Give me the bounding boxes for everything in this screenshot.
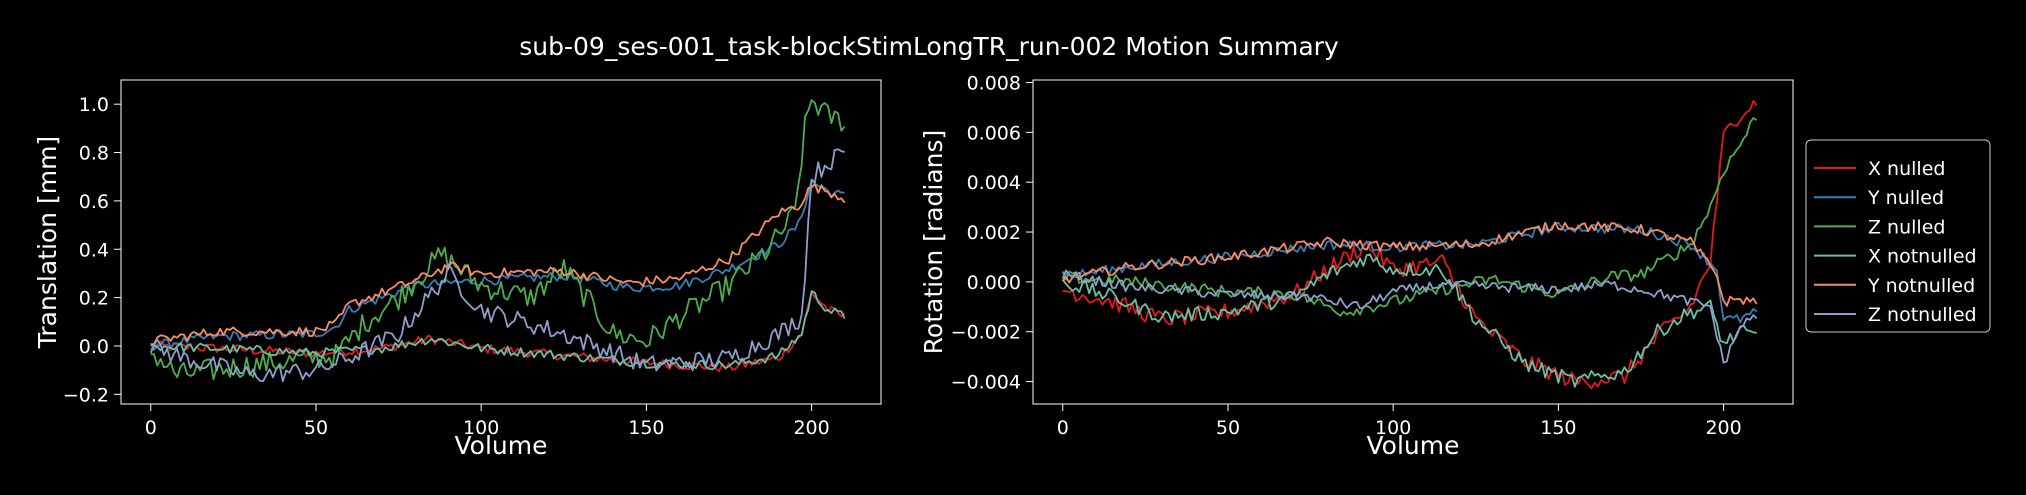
x-tick-label: 50 (304, 417, 328, 439)
translation-panel: 0 50 100 150 200 −0.2 0.0 0.2 0.4 0.6 0.8 1.0 Volume… (33, 79, 882, 460)
translation-line-y-notnulled (150, 183, 846, 345)
legend-label: Y nulled (1867, 187, 1944, 209)
rotation-line-x-notnulled (1061, 253, 1757, 388)
rotation-axes-frame (1032, 79, 1794, 405)
translation-line-z-notnulled (149, 148, 845, 383)
rotation-line-x-nulled (1062, 100, 1758, 390)
translation-axes-frame (120, 79, 882, 405)
figure-title: sub-09_ses-001_task-blockStimLongTR_run-… (519, 32, 1339, 61)
y-tick-label: −0.2 (63, 384, 109, 406)
legend-label: Y notnulled (1867, 275, 1975, 297)
legend-label: Z notnulled (1868, 304, 1977, 326)
legend-label: X notnulled (1868, 246, 1977, 268)
y-tick-label: −0.004 (951, 372, 1021, 394)
x-tick-label: 200 (793, 417, 829, 439)
rotation-series-group (1061, 100, 1758, 390)
y-tick-label: −0.002 (951, 322, 1021, 344)
y-tick-label: 0.0 (79, 336, 109, 358)
legend: X nulled Y nulled Z nulled X notnulled Y not… (1805, 139, 1991, 333)
y-tick-label: 0.4 (79, 239, 109, 261)
y-tick-label: 0.000 (967, 272, 1021, 294)
x-tick-label: 150 (1540, 417, 1576, 439)
rotation-x-axis-label: Volume (1367, 431, 1460, 460)
rotation-line-z-nulled (1061, 117, 1758, 317)
y-tick-label: 1.0 (79, 94, 109, 116)
rotation-panel: 0 50 100 150 200 −0.004 −0.002 0.000 0.002 0.004 0… (919, 72, 1794, 460)
x-tick-label: 50 (1216, 417, 1240, 439)
x-tick-label: 150 (628, 417, 664, 439)
y-tick-label: 0.2 (79, 288, 109, 310)
y-tick-label: 0.008 (967, 72, 1021, 94)
legend-label: X nulled (1868, 158, 1945, 180)
translation-line-x-notnulled (150, 290, 846, 371)
translation-y-axis-label: Translation [mm] (33, 136, 62, 349)
y-tick-label: 0.8 (79, 143, 109, 165)
translation-series-group (149, 99, 846, 383)
y-tick-label: 0.002 (967, 222, 1021, 244)
x-tick-label: 100 (463, 417, 499, 439)
translation-x-axis-label: Volume (455, 431, 548, 460)
rotation-line-y-notnulled (1061, 221, 1758, 307)
y-tick-label: 0.004 (967, 172, 1021, 194)
rotation-line-z-notnulled (1061, 269, 1758, 364)
x-tick-label: 0 (1057, 417, 1069, 439)
rotation-y-axis-label: Rotation [radians] (919, 130, 948, 355)
legend-label: Z nulled (1868, 216, 1945, 238)
y-tick-label: 0.6 (79, 191, 109, 213)
x-tick-label: 100 (1375, 417, 1411, 439)
x-tick-label: 200 (1705, 417, 1741, 439)
x-tick-label: 0 (145, 417, 157, 439)
translation-line-z-nulled (150, 99, 846, 381)
y-tick-label: 0.006 (967, 122, 1021, 144)
translation-line-y-nulled (150, 179, 845, 351)
